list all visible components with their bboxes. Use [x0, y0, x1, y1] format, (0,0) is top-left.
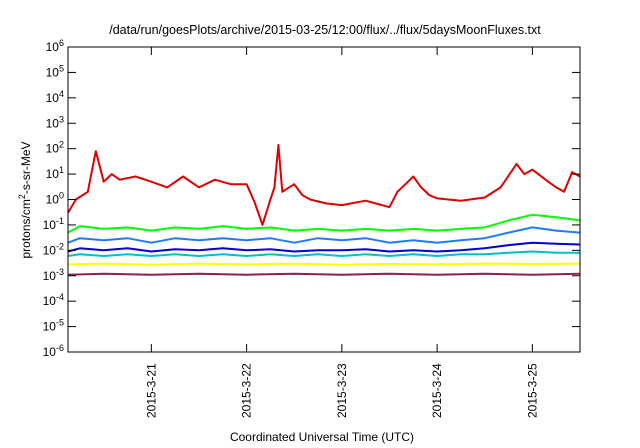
- chart-title: /data/run/goesPlots/archive/2015-03-25/1…: [109, 23, 541, 37]
- y-tick-label: 105: [46, 63, 64, 79]
- series-line-6: [67, 262, 581, 266]
- x-tick-label: 2015-3-22: [240, 363, 254, 418]
- plot-frame: [67, 46, 581, 353]
- y-tick-label: 103: [46, 114, 64, 130]
- y-tick-label: 10-5: [43, 318, 64, 334]
- x-tick-label: 2015-3-21: [144, 363, 158, 418]
- y-axis-label: protons/cm2-s-sr-MeV: [17, 141, 33, 258]
- series-line-2: [67, 213, 581, 234]
- y-tick-label: 101: [46, 165, 64, 181]
- y-tick-label: 106: [46, 38, 64, 54]
- series-line-1: [67, 144, 581, 226]
- series-line-7: [67, 272, 581, 276]
- y-tick-label: 10-2: [43, 241, 64, 257]
- x-tick-label: 2015-3-23: [335, 363, 349, 418]
- series-line-3: [67, 226, 581, 244]
- series-layer: [67, 144, 581, 276]
- series-line-4: [67, 241, 581, 253]
- y-tick-label: 10-3: [43, 267, 64, 283]
- y-tick-label: 100: [46, 191, 64, 207]
- y-tick-label: 10-6: [43, 343, 64, 359]
- axes-layer: 10-6 10-5 10-4 10-3 10-2 10-1 100 101 102 103 104 1…: [43, 38, 581, 418]
- series-line-5: [67, 250, 580, 257]
- x-tick-label: 2015-3-25: [525, 363, 539, 418]
- y-tick-label: 104: [46, 89, 64, 105]
- y-tick-label: 10-1: [43, 216, 64, 232]
- x-axis-label: Coordinated Universal Time (UTC): [230, 430, 414, 444]
- x-tick-label: 2015-3-24: [430, 363, 444, 418]
- y-tick-label: 10-4: [43, 292, 64, 308]
- y-tick-label: 102: [46, 140, 64, 156]
